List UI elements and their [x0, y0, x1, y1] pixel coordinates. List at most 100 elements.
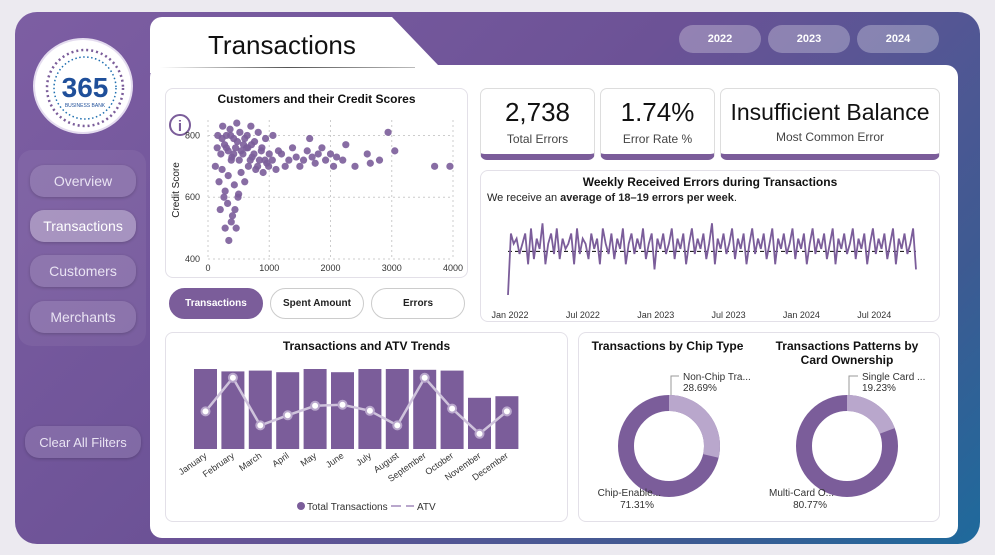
scatter-point[interactable]	[213, 144, 221, 152]
scatter-point[interactable]	[241, 134, 249, 143]
atv-point[interactable]	[255, 420, 266, 431]
scatter-point[interactable]	[339, 156, 347, 164]
toggle-errors[interactable]: Errors	[371, 288, 465, 319]
scatter-point[interactable]	[254, 162, 262, 170]
atv-point[interactable]	[364, 405, 375, 416]
scatter-point[interactable]	[308, 153, 316, 161]
toggle-transactions[interactable]: Transactions	[169, 288, 263, 319]
scatter-point[interactable]	[218, 134, 226, 143]
scatter-point[interactable]	[235, 156, 243, 164]
atv-point[interactable]	[447, 403, 458, 414]
scatter-point[interactable]	[311, 159, 319, 167]
scatter-point[interactable]	[265, 162, 273, 170]
scatter-point[interactable]	[227, 131, 235, 140]
scatter-point[interactable]	[303, 147, 311, 155]
scatter-point[interactable]	[254, 128, 262, 136]
scatter-point[interactable]	[220, 193, 228, 201]
scatter-point[interactable]	[217, 150, 225, 158]
scatter-point[interactable]	[221, 224, 229, 232]
scatter-point[interactable]	[285, 156, 293, 164]
scatter-point[interactable]	[241, 178, 249, 186]
scatter-point[interactable]	[431, 162, 439, 170]
year-2022-button[interactable]: 2022	[679, 25, 761, 53]
scatter-point[interactable]	[314, 150, 322, 158]
donut-slice-small[interactable]	[618, 395, 720, 497]
info-icon[interactable]: i	[169, 114, 191, 136]
scatter-point[interactable]	[227, 218, 235, 226]
nav-merchants[interactable]: Merchants	[30, 301, 136, 333]
scatter-point[interactable]	[277, 150, 286, 158]
scatter-point[interactable]	[233, 119, 241, 127]
atv-point[interactable]	[227, 372, 238, 383]
atv-point[interactable]	[200, 406, 211, 417]
scatter-point[interactable]	[268, 156, 276, 164]
scatter-point[interactable]	[257, 147, 265, 155]
nav-customers[interactable]: Customers	[30, 255, 136, 287]
scatter-point[interactable]	[244, 162, 253, 170]
atv-point[interactable]	[282, 410, 293, 421]
scatter-point[interactable]	[235, 190, 243, 198]
clear-filters-button[interactable]: Clear All Filters	[25, 426, 141, 458]
scatter-point[interactable]	[292, 153, 300, 161]
atv-point[interactable]	[419, 372, 430, 383]
donut-slice-small[interactable]	[796, 395, 898, 497]
scatter-point[interactable]	[391, 147, 399, 155]
year-2024-button[interactable]: 2024	[857, 25, 939, 53]
scatter-point[interactable]	[236, 128, 244, 136]
scatter-point[interactable]	[306, 134, 314, 143]
scatter-point[interactable]	[261, 156, 269, 164]
trend-bar[interactable]	[248, 370, 272, 449]
scatter-point[interactable]	[281, 162, 289, 170]
scatter-point[interactable]	[255, 156, 264, 164]
scatter-point[interactable]	[261, 134, 270, 143]
scatter-point[interactable]	[219, 122, 227, 130]
year-2023-button[interactable]: 2023	[768, 25, 850, 53]
scatter-point[interactable]	[326, 150, 335, 158]
scatter-point[interactable]	[366, 159, 374, 167]
scatter-point[interactable]	[333, 153, 341, 161]
scatter-point[interactable]	[224, 172, 232, 180]
trend-bar[interactable]	[385, 369, 409, 449]
scatter-point[interactable]	[375, 156, 384, 164]
scatter-point[interactable]	[318, 144, 326, 152]
scatter-point[interactable]	[216, 205, 224, 214]
atv-point[interactable]	[337, 399, 348, 410]
scatter-point[interactable]	[230, 150, 238, 158]
scatter-point[interactable]	[247, 141, 256, 149]
scatter-point[interactable]	[250, 150, 258, 158]
scatter-point[interactable]	[231, 144, 240, 152]
scatter-point[interactable]	[230, 181, 238, 189]
atv-point[interactable]	[501, 406, 512, 417]
nav-overview[interactable]: Overview	[30, 165, 136, 197]
scatter-point[interactable]	[265, 150, 273, 158]
scatter-point[interactable]	[232, 224, 240, 232]
scatter-point[interactable]	[215, 178, 223, 186]
scatter-point[interactable]	[446, 162, 454, 170]
scatter-point[interactable]	[233, 138, 241, 146]
scatter-point[interactable]	[237, 168, 245, 177]
trend-bar[interactable]	[221, 371, 245, 449]
scatter-point[interactable]	[224, 199, 232, 207]
scatter-point[interactable]	[342, 141, 350, 149]
scatter-point[interactable]	[228, 212, 237, 220]
scatter-point[interactable]	[363, 150, 371, 158]
atv-point[interactable]	[474, 428, 485, 439]
scatter-point[interactable]	[351, 162, 359, 170]
toggle-spent-amount[interactable]: Spent Amount	[270, 288, 364, 319]
scatter-point[interactable]	[231, 205, 239, 214]
nav-transactions[interactable]: Transactions	[30, 210, 136, 242]
scatter-point[interactable]	[218, 165, 226, 174]
scatter-point[interactable]	[237, 147, 245, 155]
scatter-point[interactable]	[226, 125, 234, 133]
scatter-point[interactable]	[221, 187, 229, 195]
atv-point[interactable]	[310, 400, 321, 411]
trend-bar[interactable]	[495, 396, 519, 449]
scatter-point[interactable]	[246, 156, 254, 164]
trend-bar[interactable]	[331, 372, 354, 449]
scatter-point[interactable]	[222, 144, 230, 152]
scatter-point[interactable]	[384, 128, 392, 136]
scatter-point[interactable]	[296, 162, 304, 170]
scatter-point[interactable]	[299, 156, 308, 164]
scatter-point[interactable]	[329, 162, 338, 170]
scatter-point[interactable]	[288, 144, 297, 152]
